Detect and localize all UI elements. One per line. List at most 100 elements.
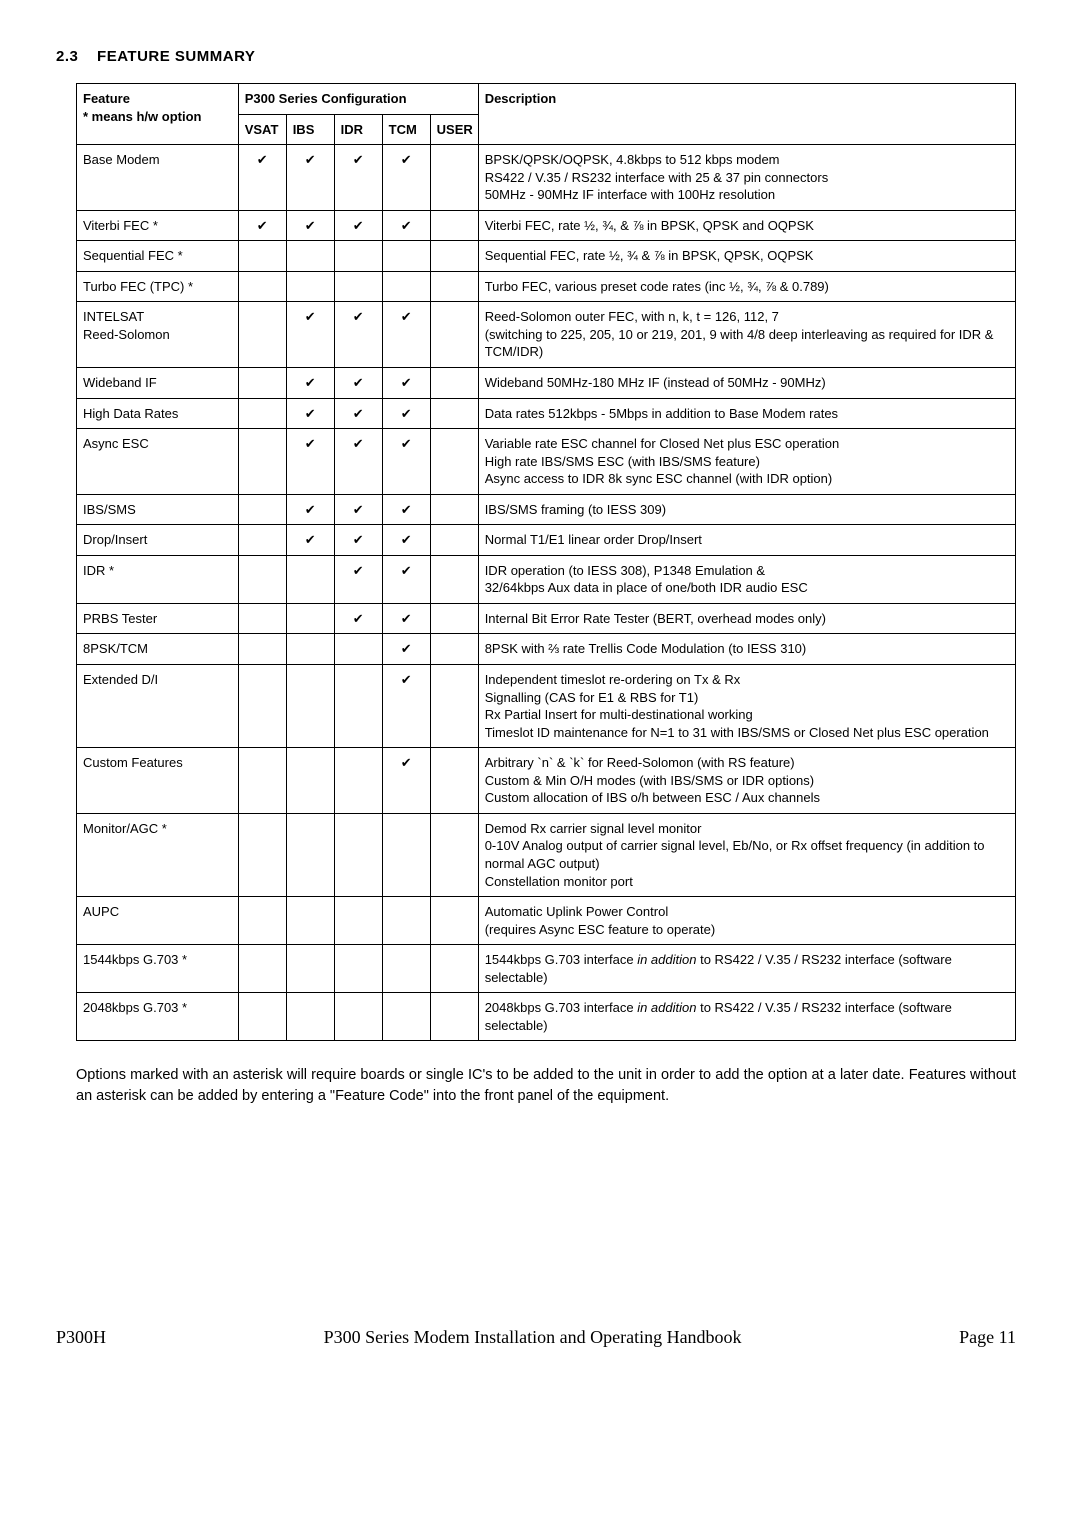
cell-feature: Monitor/AGC * <box>77 813 239 896</box>
cell-user <box>430 525 478 556</box>
cell-feature: Async ESC <box>77 429 239 495</box>
table-row: Wideband IF✔✔✔Wideband 50MHz-180 MHz IF … <box>77 368 1016 399</box>
cell-idr <box>334 241 382 272</box>
col-config-group: P300 Series Configuration <box>238 84 478 115</box>
cell-user <box>430 555 478 603</box>
cell-vsat <box>238 813 286 896</box>
cell-tcm: ✔ <box>382 368 430 399</box>
cell-user <box>430 897 478 945</box>
cell-description: Turbo FEC, various preset code rates (in… <box>478 271 1015 302</box>
cell-user <box>430 665 478 748</box>
cell-idr: ✔ <box>334 210 382 241</box>
cell-tcm <box>382 993 430 1041</box>
cell-tcm: ✔ <box>382 302 430 368</box>
cell-description: Reed-Solomon outer FEC, with n, k, t = 1… <box>478 302 1015 368</box>
col-user: USER <box>430 114 478 145</box>
col-description-header: Description <box>478 84 1015 145</box>
cell-ibs <box>286 993 334 1041</box>
cell-idr: ✔ <box>334 368 382 399</box>
cell-user <box>430 748 478 814</box>
section-title: FEATURE SUMMARY <box>97 48 255 65</box>
cell-user <box>430 634 478 665</box>
cell-user <box>430 945 478 993</box>
cell-tcm: ✔ <box>382 634 430 665</box>
cell-tcm: ✔ <box>382 603 430 634</box>
cell-description: Sequential FEC, rate ½, ¾ & ⅞ in BPSK, Q… <box>478 241 1015 272</box>
cell-tcm: ✔ <box>382 555 430 603</box>
cell-feature: 1544kbps G.703 * <box>77 945 239 993</box>
cell-description: IBS/SMS framing (to IESS 309) <box>478 494 1015 525</box>
table-row: IBS/SMS✔✔✔IBS/SMS framing (to IESS 309) <box>77 494 1016 525</box>
table-row: PRBS Tester✔✔Internal Bit Error Rate Tes… <box>77 603 1016 634</box>
table-row: 1544kbps G.703 *1544kbps G.703 interface… <box>77 945 1016 993</box>
cell-description: Wideband 50MHz-180 MHz IF (instead of 50… <box>478 368 1015 399</box>
cell-vsat <box>238 429 286 495</box>
cell-feature: Base Modem <box>77 145 239 211</box>
cell-idr: ✔ <box>334 525 382 556</box>
table-row: Turbo FEC (TPC) * Turbo FEC, various pres… <box>77 271 1016 302</box>
table-header-row-1: Feature * means h/w option P300 Series C… <box>77 84 1016 115</box>
section-heading: 2.3 FEATURE SUMMARY <box>56 48 1024 65</box>
cell-user <box>430 210 478 241</box>
cell-idr: ✔ <box>334 603 382 634</box>
table-row: High Data Rates✔✔✔Data rates 512kbps - 5… <box>77 398 1016 429</box>
cell-tcm: ✔ <box>382 429 430 495</box>
cell-description: IDR operation (to IESS 308), P1348 Emula… <box>478 555 1015 603</box>
cell-idr <box>334 665 382 748</box>
cell-description: BPSK/QPSK/OQPSK, 4.8kbps to 512 kbps mod… <box>478 145 1015 211</box>
cell-description: 2048kbps G.703 interface in addition to … <box>478 993 1015 1041</box>
cell-ibs <box>286 603 334 634</box>
cell-description: Automatic Uplink Power Control(requires … <box>478 897 1015 945</box>
cell-feature: 2048kbps G.703 * <box>77 993 239 1041</box>
table-row: Extended D/I✔Independent timeslot re-ord… <box>77 665 1016 748</box>
cell-vsat <box>238 241 286 272</box>
cell-description: Viterbi FEC, rate ½, ¾, & ⅞ in BPSK, QPS… <box>478 210 1015 241</box>
table-row: Sequential FEC * Sequential FEC, rate ½, … <box>77 241 1016 272</box>
cell-description: Arbitrary `n` & `k` for Reed-Solomon (wi… <box>478 748 1015 814</box>
cell-vsat <box>238 634 286 665</box>
section-number: 2.3 <box>56 48 78 65</box>
table-row: Custom Features✔Arbitrary `n` & `k` for … <box>77 748 1016 814</box>
cell-idr: ✔ <box>334 555 382 603</box>
cell-feature: 8PSK/TCM <box>77 634 239 665</box>
cell-feature: Turbo FEC (TPC) * <box>77 271 239 302</box>
cell-tcm: ✔ <box>382 525 430 556</box>
cell-idr <box>334 945 382 993</box>
cell-vsat <box>238 494 286 525</box>
cell-vsat <box>238 398 286 429</box>
cell-user <box>430 603 478 634</box>
cell-vsat <box>238 665 286 748</box>
cell-user <box>430 813 478 896</box>
cell-ibs <box>286 748 334 814</box>
cell-user <box>430 494 478 525</box>
cell-user <box>430 429 478 495</box>
table-row: Monitor/AGC * Demod Rx carrier signal lev… <box>77 813 1016 896</box>
cell-ibs: ✔ <box>286 525 334 556</box>
cell-idr: ✔ <box>334 494 382 525</box>
cell-user <box>430 302 478 368</box>
table-row: 2048kbps G.703 * 2048kbps G.703 interface… <box>77 993 1016 1041</box>
cell-feature: Sequential FEC * <box>77 241 239 272</box>
options-note: Options marked with an asterisk will req… <box>76 1065 1016 1107</box>
cell-idr: ✔ <box>334 145 382 211</box>
cell-feature: Extended D/I <box>77 665 239 748</box>
cell-description: Independent timeslot re-ordering on Tx &… <box>478 665 1015 748</box>
cell-feature: AUPC <box>77 897 239 945</box>
cell-vsat <box>238 603 286 634</box>
cell-tcm <box>382 271 430 302</box>
cell-vsat <box>238 271 286 302</box>
col-tcm: TCM <box>382 114 430 145</box>
cell-ibs: ✔ <box>286 429 334 495</box>
cell-description: Demod Rx carrier signal level monitor0-1… <box>478 813 1015 896</box>
page-footer: P300H P300 Series Modem Installation and… <box>56 1327 1016 1348</box>
cell-user <box>430 398 478 429</box>
cell-vsat <box>238 993 286 1041</box>
cell-user <box>430 241 478 272</box>
cell-idr <box>334 897 382 945</box>
cell-description: Normal T1/E1 linear order Drop/Insert <box>478 525 1015 556</box>
cell-vsat <box>238 748 286 814</box>
cell-ibs: ✔ <box>286 210 334 241</box>
feature-header-l2: * means h/w option <box>83 109 201 124</box>
cell-user <box>430 145 478 211</box>
cell-idr: ✔ <box>334 398 382 429</box>
